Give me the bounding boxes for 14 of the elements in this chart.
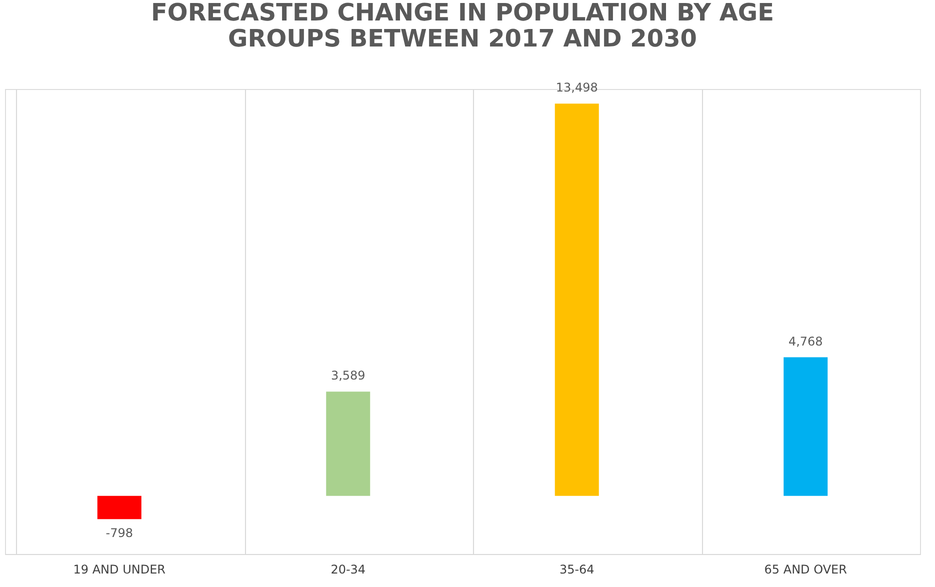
data-label: 3,589 bbox=[330, 368, 366, 383]
x-tick-label: 65 AND OVER bbox=[764, 562, 847, 576]
text: GROUPS BETWEEN 2017 AND 2030 bbox=[228, 24, 697, 53]
bar bbox=[97, 496, 142, 520]
x-tick-label: 35-64 bbox=[559, 562, 594, 576]
bar bbox=[784, 357, 828, 496]
text: FORECASTED CHANGE IN POPULATION BY AGE bbox=[151, 0, 774, 27]
data-label: 13,498 bbox=[556, 80, 598, 95]
data-label: 4,768 bbox=[788, 334, 823, 348]
data-label: -798 bbox=[106, 526, 133, 540]
x-tick-label: 19 AND UNDER bbox=[73, 562, 166, 576]
bar bbox=[554, 104, 599, 496]
bar bbox=[326, 392, 370, 496]
x-tick-label: 20-34 bbox=[330, 562, 366, 576]
